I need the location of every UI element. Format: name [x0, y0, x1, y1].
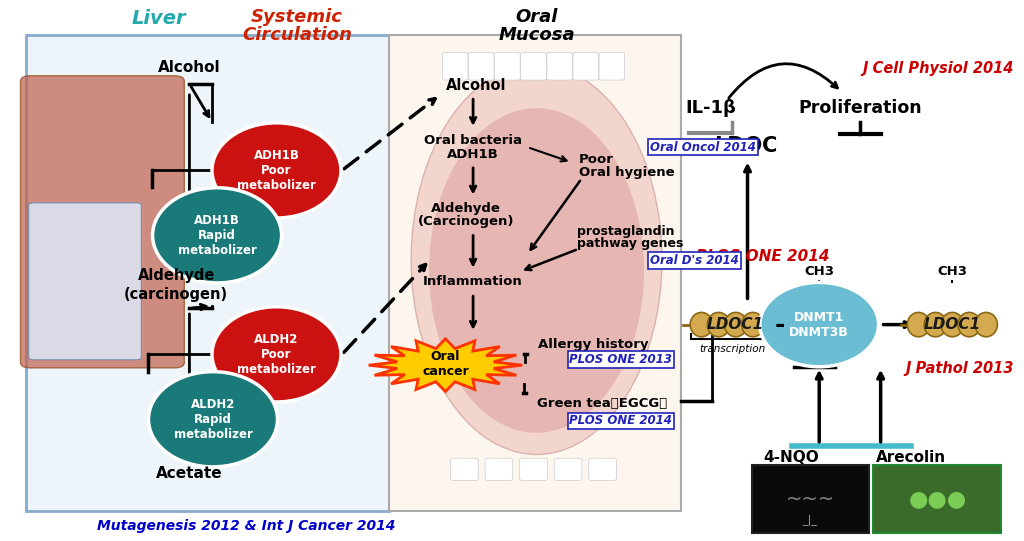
Text: ALDH2
Poor
metabolizer: ALDH2 Poor metabolizer	[237, 333, 316, 376]
FancyBboxPatch shape	[20, 76, 184, 368]
FancyBboxPatch shape	[485, 458, 513, 480]
Text: J Cell Physiol 2014: J Cell Physiol 2014	[862, 61, 1014, 76]
Text: Alcohol: Alcohol	[158, 60, 221, 75]
Text: (carcinogen): (carcinogen)	[124, 287, 228, 302]
Text: ALDH2
Rapid
metabolizer: ALDH2 Rapid metabolizer	[173, 398, 253, 441]
FancyBboxPatch shape	[547, 52, 572, 80]
Text: ~~~: ~~~	[785, 490, 835, 509]
Text: PLOS ONE 2014: PLOS ONE 2014	[696, 249, 829, 265]
Text: -: -	[775, 313, 785, 337]
Text: DNMT1
DNMT3B: DNMT1 DNMT3B	[790, 311, 849, 339]
FancyBboxPatch shape	[520, 52, 547, 80]
Text: LDOC1: LDOC1	[924, 317, 981, 332]
Text: Mutagenesis 2012 & Int J Cancer 2014: Mutagenesis 2012 & Int J Cancer 2014	[96, 519, 395, 533]
Text: Oral: Oral	[515, 8, 558, 27]
Text: Oral bacteria: Oral bacteria	[424, 134, 522, 147]
Text: Oral Oncol 2014: Oral Oncol 2014	[650, 141, 756, 154]
Text: 4-NQO: 4-NQO	[764, 450, 819, 465]
Text: ADH1B
Poor
metabolizer: ADH1B Poor metabolizer	[237, 149, 316, 192]
Text: Oral
cancer: Oral cancer	[422, 349, 469, 378]
FancyBboxPatch shape	[573, 52, 598, 80]
Text: transcription: transcription	[699, 344, 765, 354]
FancyBboxPatch shape	[873, 465, 1001, 533]
FancyBboxPatch shape	[589, 458, 616, 480]
Text: Oral D's 2014: Oral D's 2014	[650, 254, 739, 267]
Ellipse shape	[958, 313, 981, 337]
Ellipse shape	[690, 313, 713, 337]
FancyBboxPatch shape	[29, 203, 141, 360]
Text: (Carcinogen): (Carcinogen)	[418, 215, 514, 228]
Text: Arecolin: Arecolin	[877, 450, 946, 465]
FancyBboxPatch shape	[469, 52, 495, 80]
Ellipse shape	[941, 313, 964, 337]
Text: J Pathol 2013: J Pathol 2013	[905, 361, 1014, 377]
Ellipse shape	[725, 313, 748, 337]
FancyBboxPatch shape	[26, 35, 389, 511]
Text: Inflammation: Inflammation	[423, 275, 523, 288]
Text: Alcohol: Alcohol	[445, 78, 506, 93]
FancyBboxPatch shape	[554, 458, 582, 480]
Text: Proliferation: Proliferation	[799, 99, 922, 117]
Text: ADH1B: ADH1B	[447, 148, 499, 161]
Ellipse shape	[759, 313, 781, 337]
Text: PLOS ONE 2014: PLOS ONE 2014	[569, 414, 672, 427]
Text: LDOC1: LDOC1	[707, 317, 764, 332]
Ellipse shape	[153, 188, 282, 283]
Text: PLOS ONE 2013: PLOS ONE 2013	[569, 353, 672, 366]
Ellipse shape	[741, 313, 764, 337]
FancyBboxPatch shape	[451, 458, 478, 480]
Text: ADH1B
Rapid
metabolizer: ADH1B Rapid metabolizer	[177, 214, 257, 257]
Ellipse shape	[907, 313, 930, 337]
FancyBboxPatch shape	[519, 458, 547, 480]
Text: Liver: Liver	[131, 9, 186, 29]
FancyBboxPatch shape	[752, 465, 869, 533]
Ellipse shape	[975, 313, 997, 337]
Ellipse shape	[148, 372, 278, 467]
Text: Green tea（EGCG）: Green tea（EGCG）	[537, 397, 667, 410]
FancyBboxPatch shape	[442, 52, 468, 80]
Ellipse shape	[412, 65, 663, 454]
Ellipse shape	[212, 123, 341, 218]
Text: Allergy history: Allergy history	[538, 338, 648, 351]
Text: Aldehyde: Aldehyde	[431, 202, 501, 215]
Text: Oral hygiene: Oral hygiene	[579, 166, 674, 179]
FancyBboxPatch shape	[389, 35, 681, 511]
Text: Circulation: Circulation	[242, 26, 352, 44]
Text: pathway genes: pathway genes	[577, 237, 683, 250]
Text: CH3: CH3	[804, 265, 835, 278]
Text: Systemic: Systemic	[251, 8, 343, 27]
Ellipse shape	[760, 282, 879, 367]
Ellipse shape	[924, 313, 946, 337]
FancyBboxPatch shape	[495, 52, 520, 80]
FancyBboxPatch shape	[599, 52, 625, 80]
Text: IL-1β: IL-1β	[685, 99, 736, 117]
Text: Poor: Poor	[579, 153, 613, 166]
Ellipse shape	[212, 307, 341, 402]
Ellipse shape	[429, 108, 644, 433]
Text: Acetate: Acetate	[156, 466, 223, 481]
Text: CH3: CH3	[937, 265, 968, 278]
Text: prostaglandin: prostaglandin	[577, 225, 674, 238]
Text: Mucosa: Mucosa	[499, 26, 574, 44]
Text: LDOC: LDOC	[714, 136, 777, 156]
Text: ●●●: ●●●	[909, 490, 967, 509]
Polygon shape	[369, 339, 522, 392]
Ellipse shape	[708, 313, 730, 337]
Text: _|_: _|_	[803, 514, 817, 525]
Text: Aldehyde: Aldehyde	[137, 268, 215, 283]
